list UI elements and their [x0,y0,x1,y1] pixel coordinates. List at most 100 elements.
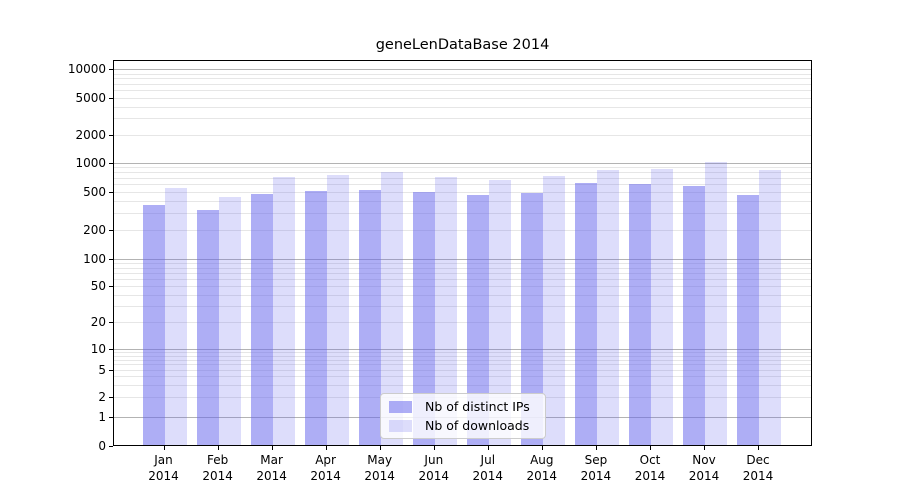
y-tick-mark [109,445,113,447]
bar-distinct-ips [466,194,489,445]
y-tick-mark [109,163,113,165]
bar-downloads [542,176,565,445]
gridline-minor [114,279,811,280]
x-tick-label: Apr 2014 [291,452,361,484]
y-tick-label: 10000 [67,62,106,77]
y-tick-label: 2 [98,389,106,404]
gridline-minor [114,191,811,193]
x-tick-year: 2014 [580,469,612,483]
bar-downloads [218,196,241,445]
x-tick-mark [758,446,760,450]
gridline-minor [114,376,811,378]
bar-downloads [272,177,295,445]
y-tick-mark [109,286,113,288]
gridline-minor [114,184,811,186]
x-tick-mark [595,446,598,450]
x-tick-mark [217,446,219,450]
bar-distinct-ips [683,186,705,445]
y-tick-mark [109,321,113,324]
x-tick-year: 2014 [148,469,179,483]
gridline-minor [114,306,811,308]
bar-distinct-ips [196,209,219,445]
x-tick-year: 2014 [310,469,341,483]
bar-distinct-ips [304,191,327,445]
y-tick-label: 0 [98,438,106,453]
gridline-minor [114,134,811,136]
gridline-minor [114,106,811,108]
gridline-major [114,163,811,164]
legend-label-distinct-ips: Nb of distinct IPs [425,399,530,414]
x-tick-year: 2014 [688,469,720,483]
x-tick-label: Mar 2014 [237,452,307,484]
gridline-major [114,259,811,260]
y-tick-mark [109,97,113,99]
legend-entry-downloads: Nb of downloads [389,418,537,433]
x-tick-label: Jun 2014 [399,452,469,484]
plot-inner [114,61,811,445]
y-tick-label: 5000 [75,90,106,105]
y-tick-label: 20 [90,314,106,329]
bar-downloads [380,171,403,445]
bar-distinct-ips [412,191,435,445]
x-tick-year: 2014 [256,469,287,483]
legend: Nb of distinct IPs Nb of downloads [380,393,546,439]
y-tick-label: 50 [90,279,106,294]
y-tick-mark [109,69,113,71]
x-tick-mark [271,446,273,450]
x-tick-year: 2014 [418,469,450,483]
gridline-minor [114,78,811,80]
gridline-minor [114,263,811,265]
bar-downloads [651,169,673,445]
gridline-minor [114,230,811,232]
bar-downloads [759,170,781,445]
y-tick-label: 500 [83,184,106,199]
x-tick-mark [704,446,706,450]
gridline-minor [114,286,811,288]
gridline-minor [114,294,811,296]
gridline-minor [114,321,811,323]
x-tick-mark [487,446,489,450]
plot-area: Nb of distinct IPs Nb of downloads [113,60,812,446]
x-tick-label: Jul 2014 [453,452,523,484]
gridline-minor [114,118,811,120]
bar-distinct-ips [142,204,165,445]
gridline-minor [114,167,811,169]
x-tick-label: May 2014 [345,452,415,484]
bar-downloads [488,180,511,445]
y-tick-mark [109,134,113,136]
bar-distinct-ips [574,183,597,445]
y-tick-label: 100 [83,252,106,266]
legend-swatch-distinct-ips [389,400,412,413]
gridline-minor [114,272,811,274]
y-tick-mark [109,396,113,398]
y-tick-label: 1 [98,410,106,424]
x-tick-year: 2014 [202,469,233,483]
gridline-minor [114,267,811,269]
x-tick-mark [379,446,381,450]
bar-distinct-ips [629,184,651,445]
bar-downloads [705,162,727,445]
x-tick-mark [325,446,327,450]
x-tick-label: Jan 2014 [129,452,199,484]
x-tick-mark [650,446,652,450]
bar-downloads [434,177,457,445]
x-tick-label: Sep 2014 [561,452,631,484]
gridline-minor [114,355,811,357]
bar-distinct-ips [737,194,759,445]
gridline-minor [114,90,811,92]
y-tick-mark [109,191,113,194]
x-tick-label: Nov 2014 [669,452,739,484]
x-tick-mark [163,446,165,450]
x-tick-mark [433,446,435,450]
gridline-minor [114,73,811,75]
x-tick-year: 2014 [364,469,395,483]
x-tick-label: Oct 2014 [615,452,685,484]
y-tick-label: 10 [90,342,106,356]
gridline-minor [114,83,811,85]
bar-distinct-ips [520,192,543,445]
x-tick-label: Feb 2014 [183,452,253,484]
gridline-minor [114,359,811,361]
y-tick-mark [109,259,113,261]
y-tick-label: 1000 [75,156,106,170]
